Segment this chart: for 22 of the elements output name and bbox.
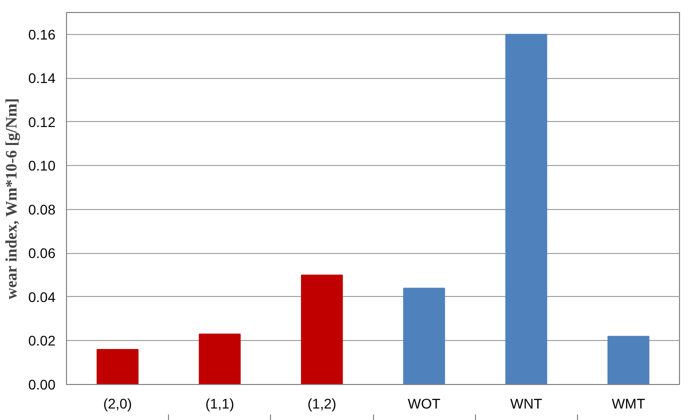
y-tick-label: 0.04	[28, 288, 56, 305]
x-tick-label: WNT	[510, 396, 543, 412]
x-tick-label: (1,2)	[308, 396, 336, 412]
y-tick-label: 0.00	[28, 376, 56, 392]
bar	[96, 348, 139, 384]
bar	[300, 274, 343, 384]
bar	[505, 34, 548, 384]
y-tick-label: 0.02	[28, 332, 56, 349]
bar	[403, 288, 446, 384]
y-tick-label: 0.10	[28, 158, 56, 174]
x-tick-label: (1,1)	[205, 396, 234, 412]
bar	[607, 336, 650, 384]
y-tick-label: 0.12	[28, 114, 56, 130]
y-tick-label: 0.06	[28, 245, 56, 262]
y-tick-label: 0.08	[28, 201, 56, 218]
x-tick-label: (2,0)	[103, 396, 132, 412]
y-tick-label: 0.14	[28, 70, 56, 86]
x-tick-label: WOT	[408, 396, 441, 412]
x-tick-label: WMT	[612, 396, 646, 412]
bar	[198, 334, 241, 384]
y-tick-label: 0.16	[28, 26, 56, 42]
y-axis-title: wear index, Wm*10-6 [g/Nm]	[3, 98, 20, 300]
